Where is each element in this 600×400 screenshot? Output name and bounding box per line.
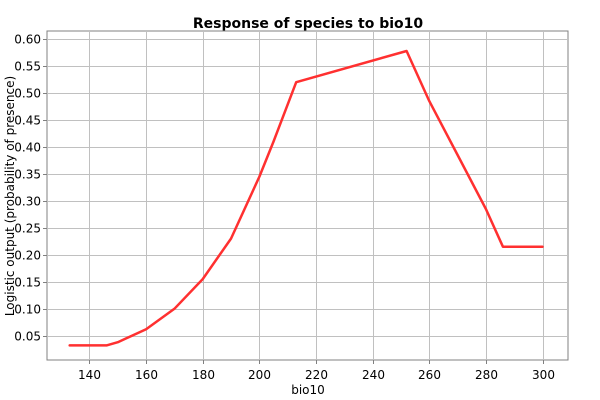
y-tick-label: 0.20 bbox=[14, 249, 41, 263]
response-curve bbox=[68, 49, 544, 347]
y-tick-label: 0.05 bbox=[14, 330, 41, 344]
x-tick-label: 300 bbox=[532, 368, 555, 382]
y-tick-label: 0.40 bbox=[14, 141, 41, 155]
x-tick-label: 280 bbox=[475, 368, 498, 382]
y-tick-label: 0.55 bbox=[14, 60, 41, 74]
x-tick-label: 240 bbox=[362, 368, 385, 382]
y-axis-label: Logistic output (probability of presence… bbox=[3, 76, 17, 316]
y-tick-label: 0.60 bbox=[14, 33, 41, 47]
x-tick-label: 140 bbox=[78, 368, 101, 382]
y-tick-label: 0.30 bbox=[14, 195, 41, 209]
plot-area bbox=[46, 30, 569, 361]
y-tick-label: 0.45 bbox=[14, 114, 41, 128]
y-axis: 0.05 0.10 0.15 0.20 0.25 0.30 0.35 0.40 0.45 0.50… bbox=[14, 33, 47, 344]
y-tick-label: 0.15 bbox=[14, 276, 41, 290]
y-tick-label: 0.10 bbox=[14, 303, 41, 317]
x-tick-label: 200 bbox=[248, 368, 271, 382]
y-tick-label: 0.35 bbox=[14, 168, 41, 182]
chart-title: Response of species to bio10 bbox=[193, 16, 424, 32]
x-tick-label: 180 bbox=[192, 368, 215, 382]
x-tick-label: 160 bbox=[135, 368, 158, 382]
grid bbox=[47, 31, 568, 360]
y-tick-label: 0.50 bbox=[14, 87, 41, 101]
x-tick-label: 260 bbox=[418, 368, 441, 382]
x-tick-label: 220 bbox=[305, 368, 328, 382]
x-axis-label: bio10 bbox=[291, 383, 325, 397]
y-tick-label: 0.25 bbox=[14, 222, 41, 236]
x-axis: 140 160 180 200 220 240 260 280 300 bbox=[78, 360, 555, 382]
series-layer bbox=[68, 49, 544, 347]
